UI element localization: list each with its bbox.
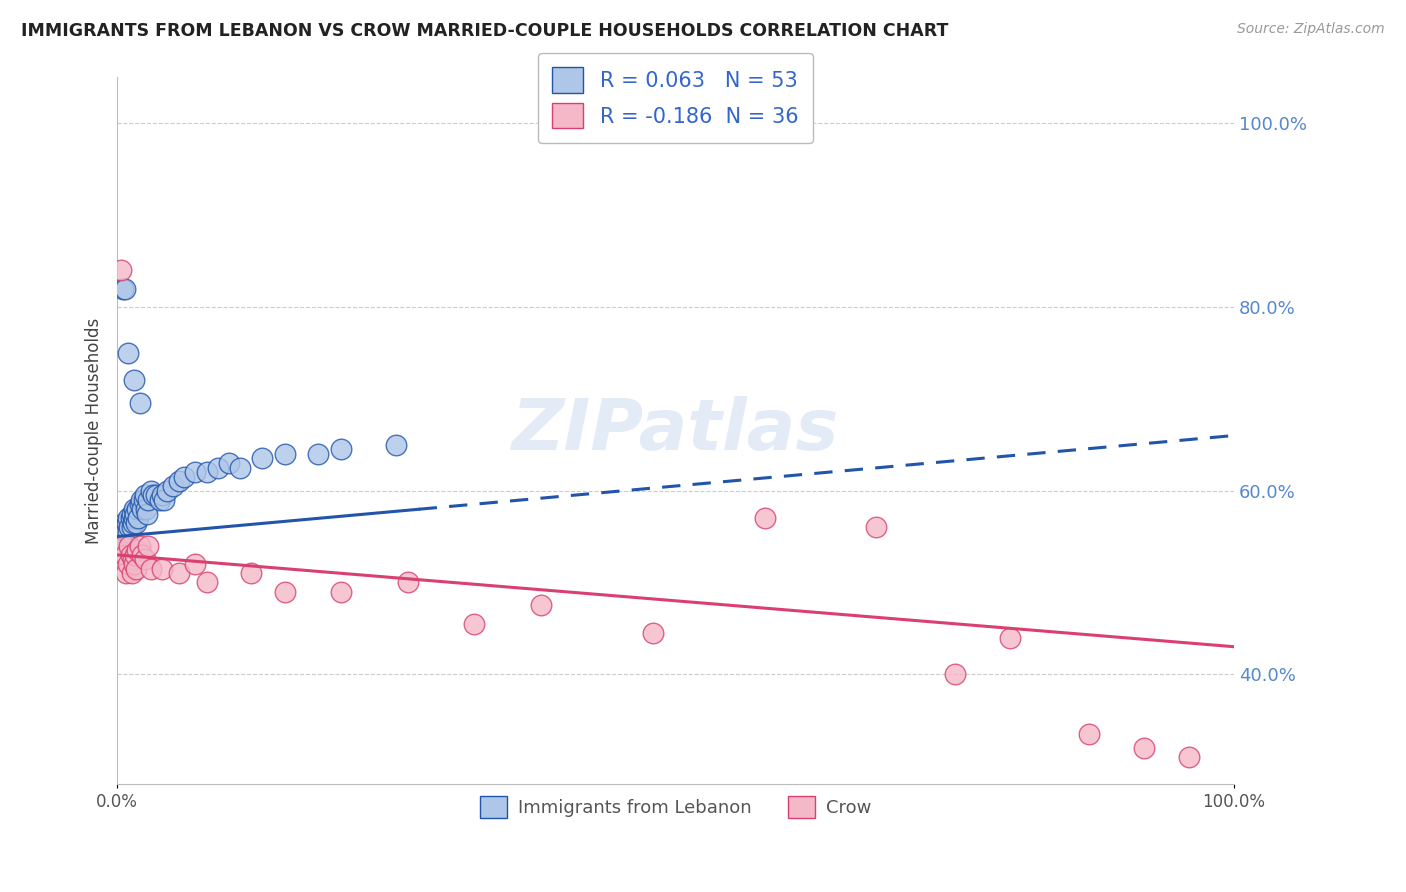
Point [121, 520, 143, 534]
Point [167, 475, 190, 489]
Point [114, 548, 136, 562]
Point [138, 539, 160, 553]
Point [463, 616, 485, 631]
Point [115, 524, 138, 539]
Point [134, 488, 156, 502]
Point [132, 492, 155, 507]
Point [307, 447, 329, 461]
Point [149, 492, 172, 507]
Point [150, 562, 173, 576]
Point [139, 562, 162, 576]
Point [117, 557, 139, 571]
Point [121, 516, 143, 530]
Point [139, 483, 162, 498]
Text: IMMIGRANTS FROM LEBANON VS CROW MARRIED-COUPLE HOUSEHOLDS CORRELATION CHART: IMMIGRANTS FROM LEBANON VS CROW MARRIED-… [21, 22, 949, 40]
Point [121, 552, 143, 566]
Point [127, 543, 149, 558]
Point [329, 442, 352, 457]
Point [943, 667, 966, 681]
Point [643, 626, 665, 640]
Point [240, 566, 263, 581]
Point [1077, 727, 1099, 741]
Point [125, 562, 148, 576]
Point [754, 511, 776, 525]
Point [122, 511, 145, 525]
Point [396, 575, 419, 590]
Point [111, 534, 134, 549]
Point [122, 557, 145, 571]
Point [184, 557, 207, 571]
Point [125, 516, 148, 530]
Point [530, 599, 553, 613]
Point [131, 548, 153, 562]
Text: ZIPatlas: ZIPatlas [512, 396, 839, 466]
Point [118, 539, 141, 553]
Text: Source: ZipAtlas.com: Source: ZipAtlas.com [1237, 22, 1385, 37]
Point [110, 524, 132, 539]
Point [167, 566, 190, 581]
Point [128, 396, 150, 410]
Point [117, 524, 139, 539]
Point [173, 470, 195, 484]
Legend: Immigrants from Lebanon, Crow: Immigrants from Lebanon, Crow [472, 789, 879, 825]
Point [142, 488, 165, 502]
Point [135, 502, 157, 516]
Point [207, 460, 229, 475]
Point [111, 282, 134, 296]
Point [124, 507, 146, 521]
Point [156, 483, 179, 498]
Point [118, 520, 141, 534]
Point [115, 516, 138, 530]
Point [273, 584, 295, 599]
Point [153, 492, 176, 507]
Point [115, 566, 138, 581]
Point [120, 511, 142, 525]
Point [127, 511, 149, 525]
Point [129, 492, 152, 507]
Point [128, 539, 150, 553]
Point [195, 575, 218, 590]
Point [124, 548, 146, 562]
Point [162, 479, 184, 493]
Point [138, 492, 160, 507]
Point [134, 552, 156, 566]
Point [229, 460, 252, 475]
Point [114, 282, 136, 296]
Point [128, 497, 150, 511]
Point [218, 456, 240, 470]
Y-axis label: Married-couple Households: Married-couple Households [86, 318, 103, 544]
Point [120, 548, 142, 562]
Point [121, 566, 143, 581]
Point [273, 447, 295, 461]
Point [329, 584, 352, 599]
Point [111, 520, 134, 534]
Point [1178, 750, 1201, 764]
Point [865, 520, 887, 534]
Point [136, 507, 159, 521]
Point [122, 373, 145, 387]
Point [117, 346, 139, 360]
Point [131, 502, 153, 516]
Point [114, 520, 136, 534]
Point [127, 502, 149, 516]
Point [111, 539, 134, 553]
Point [122, 502, 145, 516]
Point [184, 465, 207, 479]
Point [1000, 631, 1022, 645]
Point [150, 488, 173, 502]
Point [121, 507, 143, 521]
Point [385, 438, 408, 452]
Point [117, 511, 139, 525]
Point [112, 516, 135, 530]
Point [195, 465, 218, 479]
Point [145, 488, 167, 502]
Point [1133, 740, 1156, 755]
Point [110, 263, 132, 277]
Point [252, 451, 274, 466]
